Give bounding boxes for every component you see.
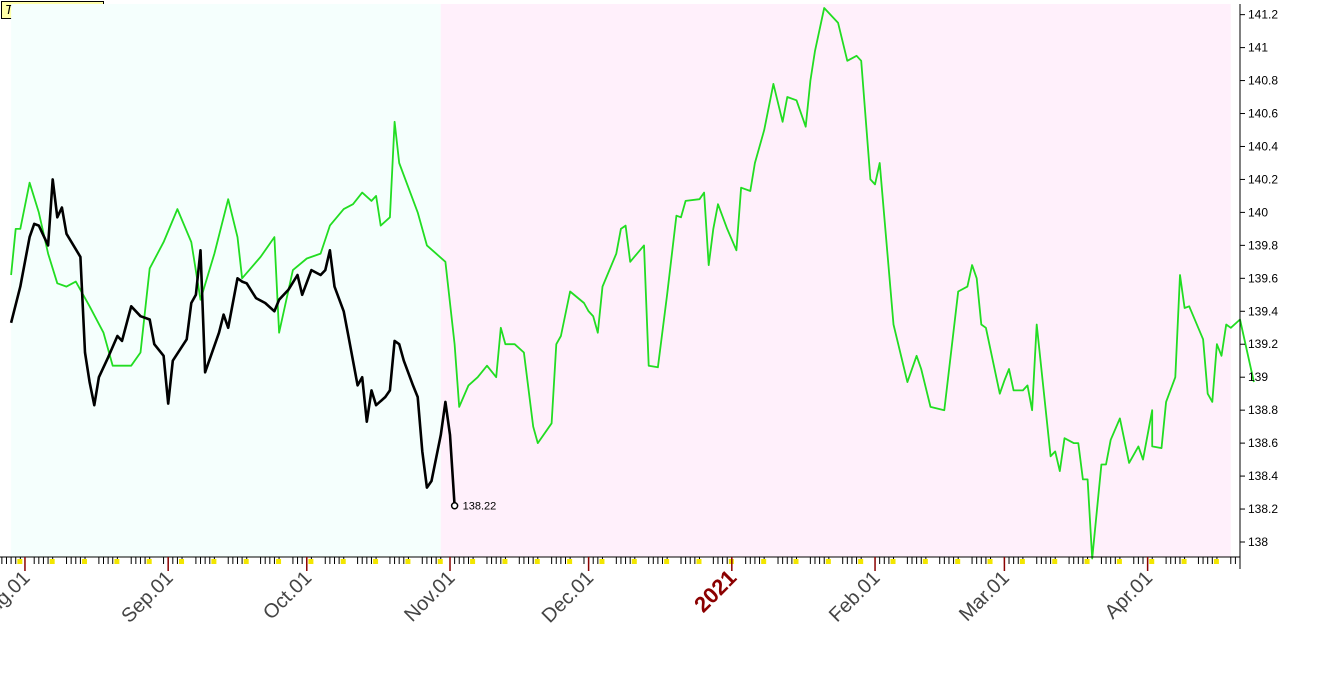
x-tick-label: 2021 bbox=[689, 565, 741, 617]
x-week-marker bbox=[146, 559, 152, 564]
y-tick-label: 138.2 bbox=[1248, 502, 1278, 516]
x-week-marker bbox=[373, 559, 379, 564]
x-axis: Aug.01 Sep.01 Oct.01 Nov.01 Dec.01 2021 Feb.01… bbox=[0, 556, 1240, 627]
x-week-marker bbox=[437, 559, 443, 564]
series-line-2 bbox=[9, 178, 456, 506]
x-week-marker bbox=[1149, 559, 1155, 564]
y-tick-label: 139.8 bbox=[1248, 238, 1278, 252]
y-tick-label: 140.8 bbox=[1248, 74, 1278, 88]
y-tick-label: 139.6 bbox=[1248, 271, 1278, 285]
series-line-1 bbox=[10, 7, 1255, 560]
x-week-marker bbox=[49, 559, 55, 564]
x-week-marker bbox=[243, 559, 249, 564]
y-axis: 138 138.2 138.4 138.6 138.8 139 139.2 139.4 139.… bbox=[1239, 4, 1278, 569]
last-value-point bbox=[450, 501, 459, 510]
x-week-marker bbox=[308, 559, 314, 564]
x-week-marker bbox=[890, 559, 896, 564]
background-bands bbox=[11, 4, 1231, 557]
y-tick-label: 139.2 bbox=[1248, 337, 1278, 351]
x-week-marker bbox=[1019, 559, 1025, 564]
x-week-marker bbox=[1084, 559, 1090, 564]
x-week-marker bbox=[276, 559, 282, 564]
x-week-marker bbox=[1052, 559, 1058, 564]
x-week-marker bbox=[1213, 559, 1219, 564]
y-tick-label: 138.6 bbox=[1248, 436, 1278, 450]
series-lines bbox=[9, 7, 1255, 560]
x-week-marker bbox=[599, 559, 605, 564]
y-tick-label: 141 bbox=[1248, 41, 1268, 55]
background-band-1 bbox=[11, 4, 441, 557]
x-tick-label: Nov.01 bbox=[400, 567, 459, 626]
y-tick-label: 138 bbox=[1248, 535, 1268, 549]
x-tick-label: Dec.01 bbox=[538, 567, 598, 627]
y-tick-label: 140.4 bbox=[1248, 139, 1278, 153]
x-week-marker bbox=[534, 559, 540, 564]
y-tick-label: 139 bbox=[1248, 370, 1268, 384]
x-week-marker bbox=[696, 559, 702, 564]
x-week-marker bbox=[858, 559, 864, 564]
x-week-marker bbox=[470, 559, 476, 564]
last-value-label: 138.22 bbox=[463, 501, 497, 513]
x-week-marker bbox=[340, 559, 346, 564]
x-tick-label: Mar.01 bbox=[955, 567, 1014, 626]
y-tick-label: 140.6 bbox=[1248, 107, 1278, 121]
x-week-marker bbox=[631, 559, 637, 564]
background-band-2 bbox=[440, 4, 1231, 557]
x-week-marker bbox=[114, 559, 120, 564]
x-week-marker bbox=[922, 559, 928, 564]
x-week-marker bbox=[825, 559, 831, 564]
x-week-marker bbox=[502, 559, 508, 564]
y-tick-label: 141.2 bbox=[1248, 8, 1278, 22]
x-week-marker bbox=[17, 559, 23, 564]
x-week-marker bbox=[179, 559, 185, 564]
y-tick-label: 138.4 bbox=[1248, 469, 1278, 483]
x-week-marker bbox=[82, 559, 88, 564]
x-week-marker bbox=[405, 559, 411, 564]
x-week-marker bbox=[211, 559, 217, 564]
x-week-marker bbox=[987, 559, 993, 564]
last-value-marker: 138.22 bbox=[450, 501, 497, 513]
x-tick-label: Sep.01 bbox=[117, 567, 177, 627]
x-week-marker bbox=[761, 559, 767, 564]
x-week-marker bbox=[664, 559, 670, 564]
x-tick-label: Aug.01 bbox=[0, 567, 34, 627]
x-week-marker bbox=[793, 559, 799, 564]
x-tick-label: Apr.01 bbox=[1101, 567, 1157, 623]
y-tick-label: 140 bbox=[1248, 205, 1268, 219]
x-week-marker bbox=[955, 559, 961, 564]
x-week-marker bbox=[1116, 559, 1122, 564]
y-tick-label: 140.2 bbox=[1248, 172, 1278, 186]
y-tick-label: 139.4 bbox=[1248, 304, 1278, 318]
x-tick-label: Feb.01 bbox=[825, 567, 885, 627]
y-tick-label: 138.8 bbox=[1248, 403, 1278, 417]
x-week-marker bbox=[1181, 559, 1187, 564]
x-tick-label: Oct.01 bbox=[259, 567, 316, 624]
x-week-marker bbox=[567, 559, 573, 564]
